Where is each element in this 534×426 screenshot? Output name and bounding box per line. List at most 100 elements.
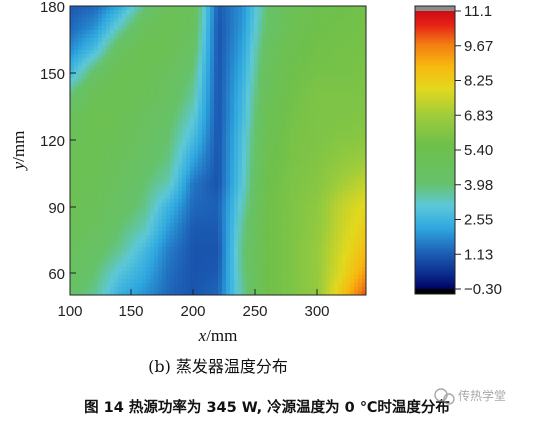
heatmap-cell bbox=[198, 98, 203, 103]
heatmap-cell bbox=[134, 146, 139, 152]
heatmap-cell bbox=[126, 46, 131, 51]
heatmap-cell bbox=[298, 106, 303, 111]
heatmap-cell bbox=[74, 34, 79, 39]
heatmap-cell bbox=[202, 38, 207, 43]
heatmap-cell bbox=[138, 18, 143, 23]
heatmap-cell bbox=[302, 250, 307, 256]
heatmap-cell bbox=[254, 90, 259, 95]
heatmap-cell bbox=[278, 54, 283, 59]
heatmap-cell bbox=[162, 218, 167, 224]
heatmap-cell bbox=[262, 214, 267, 220]
heatmap-cell bbox=[310, 246, 315, 252]
heatmap-cell bbox=[234, 142, 239, 148]
heatmap-cell bbox=[246, 202, 251, 208]
heatmap-cell bbox=[126, 146, 131, 152]
heatmap-cell bbox=[198, 74, 203, 79]
heatmap-cell bbox=[254, 50, 259, 55]
heatmap-cell bbox=[102, 170, 107, 176]
heatmap-cell bbox=[250, 114, 255, 119]
heatmap-cell bbox=[246, 158, 251, 164]
heatmap-cell bbox=[194, 182, 199, 188]
heatmap-cell bbox=[78, 222, 83, 228]
heatmap-cell bbox=[306, 154, 311, 160]
heatmap-cell bbox=[142, 154, 147, 160]
heatmap-cell bbox=[266, 34, 271, 39]
heatmap-cell bbox=[262, 90, 267, 95]
heatmap-cell bbox=[222, 262, 227, 268]
heatmap-cell bbox=[78, 38, 83, 43]
heatmap-cell bbox=[210, 106, 215, 111]
heatmap-cell bbox=[90, 66, 95, 71]
heatmap-cell bbox=[170, 146, 175, 152]
heatmap-cell bbox=[78, 26, 83, 31]
heatmap-cell bbox=[246, 270, 251, 276]
heatmap-cell bbox=[166, 130, 171, 136]
heatmap-cell bbox=[346, 102, 351, 107]
heatmap-cell bbox=[290, 114, 295, 119]
heatmap-cell bbox=[306, 162, 311, 168]
heatmap-cell bbox=[86, 178, 91, 184]
heatmap-cell bbox=[230, 10, 235, 15]
heatmap-cell bbox=[334, 254, 339, 260]
heatmap-cell bbox=[262, 202, 267, 208]
heatmap-cell bbox=[118, 22, 123, 27]
heatmap-cell bbox=[330, 82, 335, 87]
heatmap-cell bbox=[238, 158, 243, 164]
heatmap-cell bbox=[222, 50, 227, 55]
heatmap-cell bbox=[194, 54, 199, 59]
heatmap-cell bbox=[286, 250, 291, 256]
heatmap-cell bbox=[70, 234, 75, 240]
heatmap-cell bbox=[254, 230, 259, 236]
heatmap-cell bbox=[158, 190, 163, 196]
heatmap-cell bbox=[130, 18, 135, 23]
heatmap-cell bbox=[238, 110, 243, 115]
heatmap-cell bbox=[178, 138, 183, 144]
heatmap-cell bbox=[334, 34, 339, 39]
heatmap-cell bbox=[306, 182, 311, 188]
heatmap-cell bbox=[226, 6, 231, 11]
heatmap-cell bbox=[94, 190, 99, 196]
heatmap-cell bbox=[90, 138, 95, 144]
heatmap-cell bbox=[206, 122, 211, 128]
heatmap-cell bbox=[238, 14, 243, 19]
heatmap-cell bbox=[262, 54, 267, 59]
heatmap-cell bbox=[250, 98, 255, 103]
heatmap-cell bbox=[94, 74, 99, 79]
heatmap-cell bbox=[106, 102, 111, 107]
heatmap-cell bbox=[234, 202, 239, 208]
heatmap-cell bbox=[362, 70, 366, 75]
heatmap-cell bbox=[154, 190, 159, 196]
heatmap-cell bbox=[86, 218, 91, 224]
heatmap-cell bbox=[214, 6, 219, 11]
heatmap-cell bbox=[130, 178, 135, 184]
heatmap-cell bbox=[286, 134, 291, 140]
heatmap-cell bbox=[150, 42, 155, 47]
heatmap-cell bbox=[354, 262, 359, 268]
heatmap-cell bbox=[306, 230, 311, 236]
heatmap-cell bbox=[174, 230, 179, 236]
heatmap-cell bbox=[94, 142, 99, 148]
heatmap-cell bbox=[218, 34, 223, 39]
heatmap-cell bbox=[254, 110, 259, 115]
heatmap-cell bbox=[266, 186, 271, 192]
heatmap-cell bbox=[114, 106, 119, 111]
heatmap-cell bbox=[226, 154, 231, 160]
heatmap-cell bbox=[198, 262, 203, 268]
heatmap-cell bbox=[82, 74, 87, 79]
heatmap-cell bbox=[218, 18, 223, 23]
heatmap-cell bbox=[250, 50, 255, 55]
heatmap-cell bbox=[306, 202, 311, 208]
heatmap-cell bbox=[338, 170, 343, 176]
heatmap-cell bbox=[298, 266, 303, 272]
heatmap-cell bbox=[222, 206, 227, 212]
heatmap-cell bbox=[90, 110, 95, 115]
heatmap-cell bbox=[326, 250, 331, 256]
heatmap-cell bbox=[314, 26, 319, 31]
heatmap-cell bbox=[190, 222, 195, 228]
heatmap-cell bbox=[174, 134, 179, 140]
heatmap-cell bbox=[350, 130, 355, 136]
heatmap-cell bbox=[214, 130, 219, 136]
heatmap-cell bbox=[354, 218, 359, 224]
heatmap-cell bbox=[358, 142, 363, 148]
heatmap-cell bbox=[210, 238, 215, 244]
